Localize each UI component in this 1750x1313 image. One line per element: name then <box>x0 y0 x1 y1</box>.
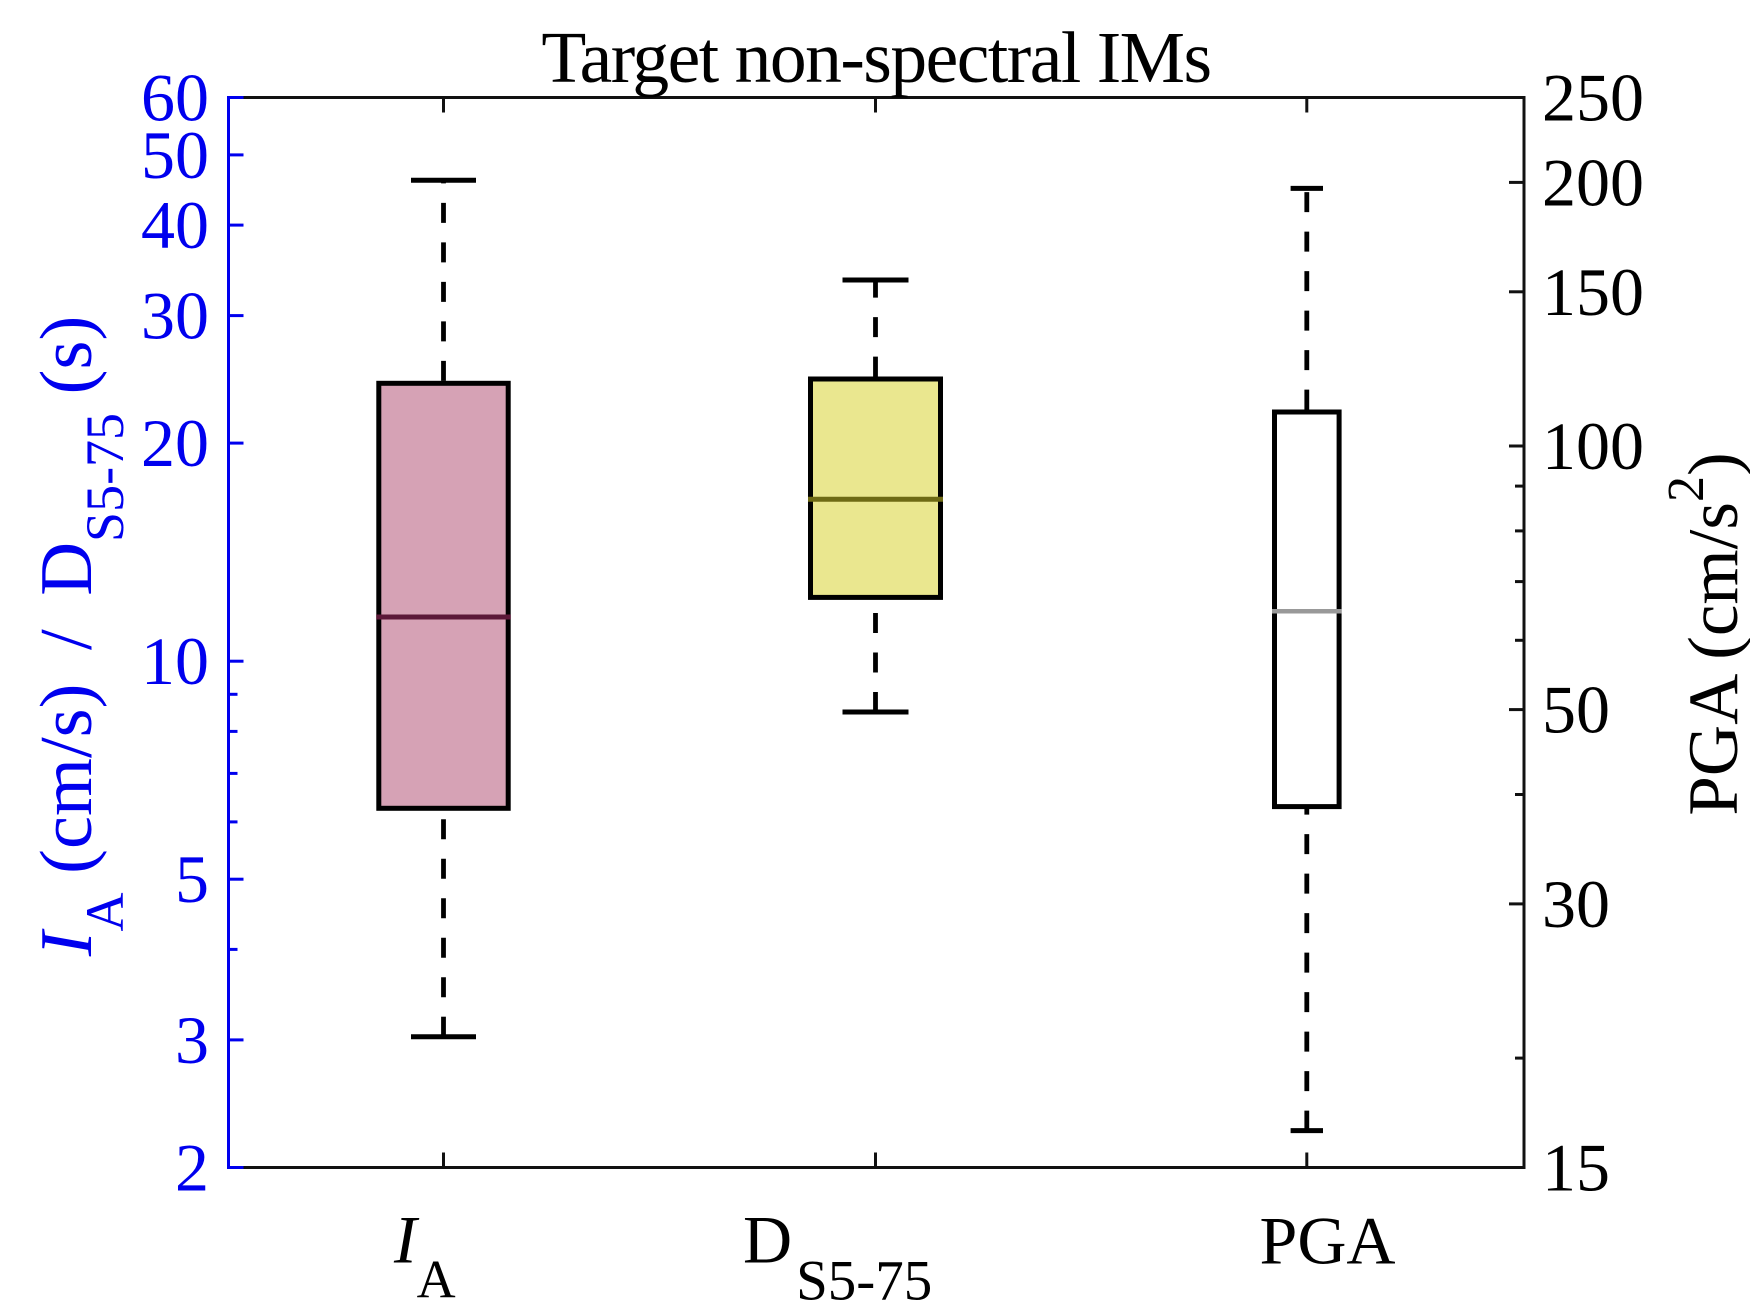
svg-text:IA: IA <box>393 1202 456 1310</box>
svg-text:3: 3 <box>175 1002 209 1078</box>
svg-text:20: 20 <box>141 405 209 481</box>
svg-text:250: 250 <box>1542 60 1644 136</box>
svg-text:50: 50 <box>141 117 209 193</box>
svg-text:2: 2 <box>175 1130 209 1206</box>
svg-text:30: 30 <box>141 278 209 354</box>
svg-text:200: 200 <box>1542 144 1644 220</box>
svg-text:15: 15 <box>1542 1130 1610 1206</box>
svg-text:Target non-spectral IMs: Target non-spectral IMs <box>541 17 1210 98</box>
svg-text:100: 100 <box>1542 408 1644 484</box>
svg-text:50: 50 <box>1542 672 1610 748</box>
svg-text:IA (cm/s) / DS5-75 (s): IA (cm/s) / DS5-75 (s) <box>26 316 135 958</box>
svg-text:5: 5 <box>175 841 209 917</box>
svg-text:30: 30 <box>1542 866 1610 942</box>
svg-text:10: 10 <box>141 623 209 699</box>
svg-text:150: 150 <box>1542 254 1644 330</box>
svg-text:60: 60 <box>141 60 209 136</box>
svg-text:PGA: PGA <box>1260 1203 1396 1279</box>
svg-text:40: 40 <box>141 187 209 263</box>
